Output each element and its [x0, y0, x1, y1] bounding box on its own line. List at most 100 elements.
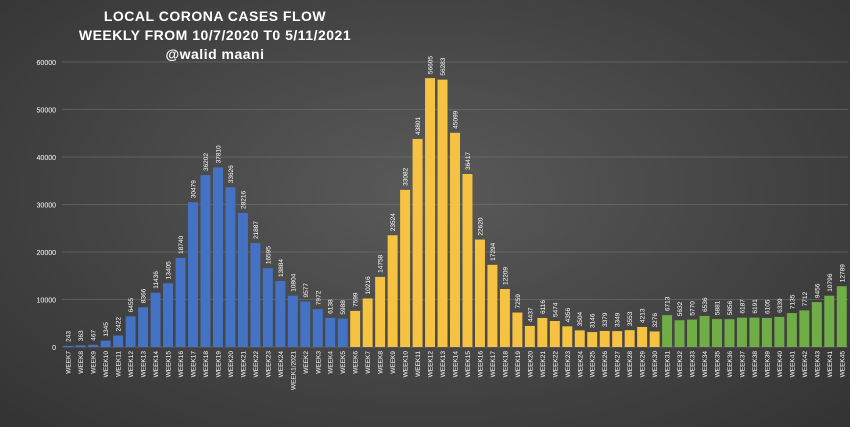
x-tick-label: WEEK25 — [590, 351, 597, 378]
x-tick-label: WEEK5 — [340, 351, 347, 374]
data-label: 6455 — [128, 297, 135, 312]
data-label: 23524 — [390, 213, 397, 231]
x-tick-label: WEEK26 — [602, 351, 609, 378]
data-label: 56605 — [428, 56, 435, 74]
data-label: 43801 — [415, 116, 422, 134]
bar — [712, 319, 722, 347]
x-tick-label: WEEK7 — [365, 351, 372, 374]
x-tick-label: WEEK33 — [690, 351, 697, 378]
data-label: 12209 — [502, 267, 509, 285]
x-tick-label: WEEK16 — [178, 351, 185, 378]
data-label: 243 — [66, 331, 73, 342]
x-tick-label: WEEK42 — [802, 351, 809, 378]
x-tick-label: WEEK12 — [128, 351, 135, 378]
x-tick-label: WEEK17 — [490, 351, 497, 378]
data-label: 33082 — [403, 167, 410, 185]
data-label: 6187 — [739, 299, 746, 314]
x-tick-label: WEEK20 — [228, 351, 235, 378]
data-label: 363 — [78, 330, 85, 341]
x-tick-label: WEEK13 — [440, 351, 447, 378]
x-tick-label: WEEK1/2021 — [290, 351, 297, 390]
bar — [662, 315, 673, 347]
chart-title: LOCAL CORONA CASES FLOW — [103, 8, 327, 24]
y-tick-label: 10000 — [37, 298, 57, 305]
data-label: 5988 — [340, 300, 347, 315]
bar — [836, 286, 847, 347]
bar — [699, 315, 710, 347]
x-tick-label: WEEK17 — [191, 351, 198, 378]
x-tick-label: WEEK11 — [116, 351, 123, 377]
x-tick-label: WEEK23 — [265, 351, 272, 378]
x-tick-label: WEEK23 — [565, 351, 572, 378]
x-tick-label: WEEK20 — [527, 351, 534, 378]
data-label: 14758 — [378, 254, 385, 272]
bar — [674, 320, 685, 347]
x-tick-label: WEEK38 — [752, 351, 759, 378]
data-label: 13405 — [166, 261, 173, 279]
data-label: 8366 — [141, 288, 148, 303]
data-label: 7599 — [353, 292, 360, 307]
data-label: 6191 — [752, 299, 759, 314]
bar — [761, 318, 772, 347]
bar — [499, 289, 510, 347]
data-label: 10796 — [827, 273, 834, 291]
data-label: 56283 — [440, 57, 447, 75]
bar — [337, 318, 348, 347]
bar — [138, 307, 149, 347]
bar — [100, 340, 111, 347]
bar — [63, 345, 74, 347]
chart-author: @walid maani — [165, 46, 265, 62]
bar — [562, 326, 573, 347]
x-tick-label: WEEK6 — [353, 351, 360, 374]
y-tick-label: 60000 — [37, 60, 57, 67]
x-tick-label: WEEK12 — [428, 351, 435, 378]
bar — [350, 310, 361, 347]
bar — [225, 187, 236, 347]
bar — [649, 331, 660, 347]
data-label: 5881 — [715, 300, 722, 315]
data-label: 5770 — [690, 301, 697, 316]
x-tick-label: WEEK32 — [677, 351, 684, 378]
data-label: 18740 — [178, 236, 185, 254]
data-label: 33626 — [228, 165, 235, 183]
x-tick-label: WEEK9 — [390, 351, 397, 374]
bar — [724, 319, 735, 347]
x-tick-label: WEEK9 — [91, 351, 98, 374]
y-tick-label: 40000 — [37, 155, 57, 162]
data-label: 3349 — [615, 312, 622, 327]
data-label: 21887 — [253, 221, 260, 239]
bar — [587, 332, 598, 347]
data-label: 11436 — [153, 271, 160, 289]
data-label: 16595 — [265, 246, 272, 264]
x-tick-label: WEEK40 — [777, 351, 784, 378]
data-label: 13884 — [278, 259, 285, 277]
data-label: 3504 — [577, 312, 584, 327]
x-tick-label: WEEK31 — [665, 351, 672, 378]
bar — [799, 310, 810, 347]
data-label: 6536 — [702, 297, 709, 312]
bar — [287, 295, 298, 347]
bar — [736, 317, 747, 347]
bar — [212, 167, 223, 347]
data-label: 4437 — [527, 307, 534, 322]
data-label: 1345 — [103, 322, 110, 337]
data-label: 30479 — [191, 180, 198, 198]
x-axis: WEEK7 WEEK8 WEEK9 WEEK10 WEEK11 WEEK12 WEEK13 W… — [66, 351, 847, 390]
bars — [63, 78, 847, 347]
x-tick-label: WEEK10 — [103, 351, 110, 378]
y-tick-label: 20000 — [37, 250, 57, 257]
x-tick-label: WEEK27 — [615, 351, 622, 378]
bar — [450, 132, 460, 347]
bar — [275, 281, 286, 347]
data-label: 5474 — [552, 302, 559, 317]
bar — [537, 317, 548, 347]
y-tick-label: 30000 — [37, 203, 57, 210]
data-label: 7259 — [515, 294, 522, 309]
bar — [524, 325, 535, 347]
bar — [824, 295, 835, 347]
x-tick-label: WEEK45 — [839, 351, 846, 378]
y-tick-label: 0 — [52, 345, 56, 352]
bar — [387, 235, 398, 347]
x-tick-label: WEEK22 — [253, 351, 260, 378]
data-label: 36202 — [203, 153, 210, 171]
